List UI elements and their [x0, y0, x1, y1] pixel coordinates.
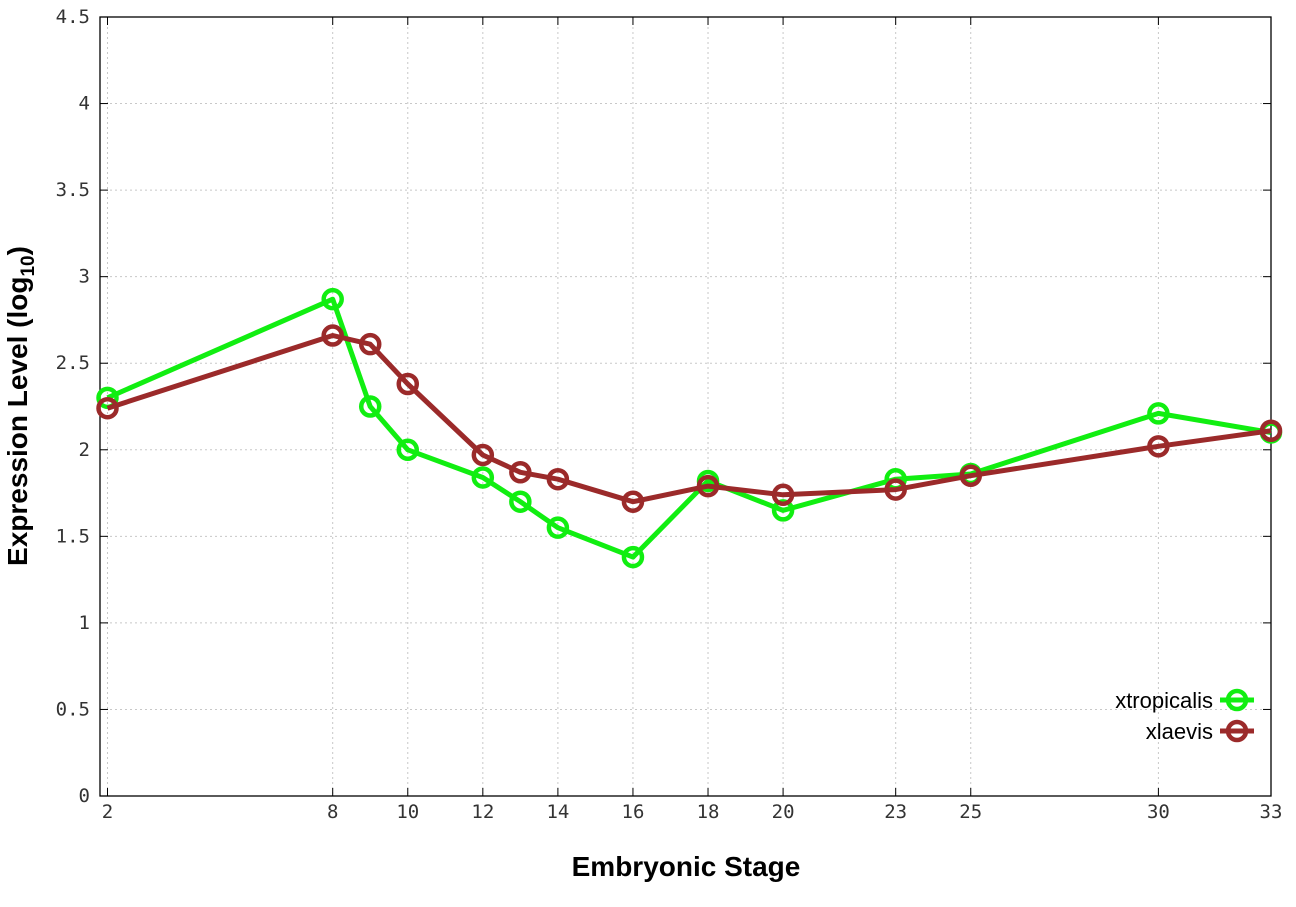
series-line-xlaevis: [106, 333, 1272, 505]
y-tick-label: 2: [79, 439, 90, 461]
x-tick-label: 20: [772, 801, 795, 823]
x-tick-label: 33: [1260, 801, 1283, 823]
legend-swatch-marker: [1225, 719, 1249, 743]
data-point: [358, 395, 382, 418]
data-point: [1147, 402, 1170, 425]
y-tick-label: 4: [79, 93, 90, 115]
legend-item-xlaevis: xlaevis: [1146, 719, 1254, 744]
plot-frame: [99, 16, 1272, 797]
x-tick-label: 16: [622, 801, 645, 823]
data-point: [321, 324, 344, 347]
series-xlaevis: [96, 324, 1283, 513]
grid: [100, 17, 1271, 796]
data-point: [321, 287, 344, 311]
data-point: [1259, 419, 1283, 442]
legend: xtropicalis xlaevis: [1115, 688, 1254, 744]
legend-swatch-marker: [1225, 688, 1249, 712]
x-tick-label: 10: [396, 801, 419, 823]
y-tick-label: 3: [79, 266, 90, 288]
data-point: [546, 467, 570, 491]
data-point: [509, 490, 532, 513]
y-axis-title-main: Expression Level (log: [2, 277, 33, 566]
data-point: [959, 464, 982, 487]
data-point: [884, 478, 907, 501]
data-point: [546, 516, 570, 539]
x-tick-label: 25: [959, 801, 982, 823]
series-xtropicalis: [96, 287, 1283, 569]
y-tick-label: 4.5: [56, 6, 90, 28]
x-tick-label: 8: [327, 801, 338, 823]
data-point: [396, 372, 420, 396]
data-point: [509, 461, 532, 484]
y-axis-title-close: ): [2, 246, 33, 255]
y-tick-label: 1.5: [56, 525, 90, 547]
x-tick-label: 2: [102, 801, 113, 823]
data-point: [471, 443, 495, 467]
legend-label: xlaevis: [1146, 719, 1213, 744]
data-point: [621, 490, 645, 513]
legend-label: xtropicalis: [1115, 688, 1213, 713]
y-tick-label: 3.5: [56, 179, 90, 201]
data-point: [771, 499, 795, 522]
legend-item-xtropicalis: xtropicalis: [1115, 688, 1254, 713]
series-lines: [96, 287, 1283, 569]
data-point: [696, 474, 720, 498]
data-point: [96, 396, 119, 420]
x-tick-label: 12: [471, 801, 494, 823]
x-tick-label: 30: [1147, 801, 1170, 823]
data-point: [471, 466, 495, 489]
x-tick-label: 23: [884, 801, 907, 823]
data-point: [621, 545, 645, 569]
x-tick-label: 18: [697, 801, 720, 823]
x-tick-label: 14: [546, 801, 569, 823]
y-tick-label: 1: [79, 612, 90, 634]
x-axis-title: Embryonic Stage: [572, 851, 801, 882]
y-tick-label: 0: [79, 785, 90, 807]
data-point: [1147, 435, 1170, 458]
data-point: [771, 483, 795, 507]
y-axis-title: Expression Level (log10): [2, 246, 39, 566]
y-axis-title-subscript: 10: [18, 255, 39, 276]
axis-ticks: 0 0.5 1 1.5 2 2.5 3 3.5 4 4.5 2 8 10 12 14 16 18 20 23 25 30…: [56, 6, 1283, 823]
data-point: [396, 438, 420, 462]
series-line-xtropicalis: [106, 296, 1272, 560]
y-tick-label: 2.5: [56, 352, 90, 374]
y-tick-label: 0.5: [56, 698, 90, 720]
data-point: [358, 332, 382, 356]
